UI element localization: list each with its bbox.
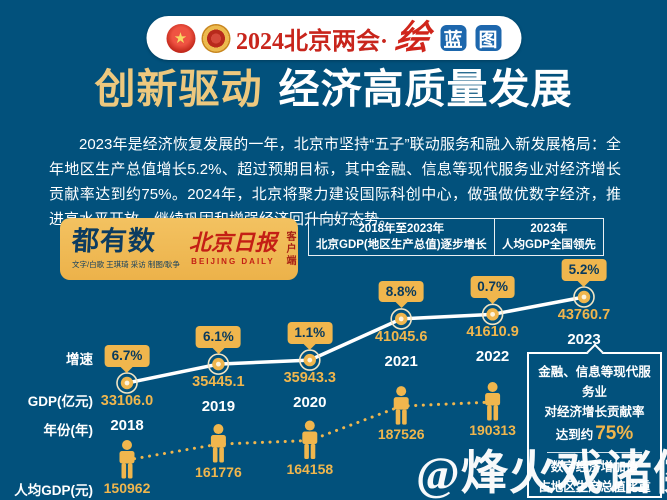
stat-line: 提升至42.9% [533,497,656,500]
person-icon [119,440,135,479]
gdp-marker [481,303,504,326]
stat-value-42-9: 42.9% [587,498,641,500]
axis-label-gdp: GDP(亿元) [27,394,93,409]
growth-rate-callout: 6.7% [104,345,150,372]
stat-line: 对经济增长贡献率 [544,405,645,419]
percap-value-label: 161776 [195,464,242,481]
axis-label-growth: 增速 [66,352,93,367]
gdp-marker [207,353,230,375]
growth-rate-callout: 1.1% [287,322,333,350]
person-icon [302,420,318,460]
highlight-stats-box: 金融、信息等现代服务业 对经济增长贡献率 达到约 75% 数字经济增加值 占地区生… [527,343,662,500]
percap-value-label: 187526 [377,426,425,443]
stat-value-75: 75% [595,423,634,444]
gdp-value-label: 35445.1 [192,374,245,391]
newspaper-name: 北京日报 [188,230,277,255]
year-label: 2021 [384,352,418,370]
person-icon [393,386,409,425]
cppcc-emblem-icon [200,23,230,53]
national-emblem-icon: ★ [165,23,195,53]
newspaper-logo: 北京日报 BEIJING DAILY [188,230,277,267]
banner-line: 2018年至2023年 [358,223,445,235]
watermark-text: @烽火戏诸侯 [416,448,667,500]
stat-prefix: 达到约 [555,428,594,442]
percap-value-label: 150962 [103,480,151,496]
growth-rate-callout: 5.2% [561,259,607,286]
newspaper-name-en: BEIJING DAILY [191,257,275,266]
growth-rate-callout: 8.8% [378,280,424,308]
title-part-gold: 创新驱动 [94,66,263,112]
gdp-value-label: 33106.0 [100,393,154,409]
client-label: 客户端 [283,231,295,267]
banner-line: 人均GDP全国领先 [502,239,596,251]
header-badge: ★ 2024北京两会· 绘 蓝 图 [145,16,522,60]
year-label: 2023 [567,331,601,348]
stat-line: 占地区生产总值比重 [538,480,651,494]
stat-line: 金融、信息等现代服务业 [538,365,651,399]
gdp-value-label: 35943.3 [283,370,337,387]
gdp-marker [573,286,595,308]
credits-line: 文字/白歌 王琪琦 采访 制图/耿争 [72,260,180,269]
percap-value-label: 190313 [469,421,516,438]
gdp-marker [116,372,138,394]
banner-line: 北京GDP(地区生产总值)逐步增长 [316,239,487,251]
divider [547,452,642,453]
banner-percap-leading: 2023年 人均GDP全国领先 [494,218,604,256]
badge-year-text: 2024北京两会· [235,28,389,55]
logo-left: 都有数 文字/白歌 王琪琦 采访 制图/耿争 [71,226,180,270]
publisher-logo-box: 都有数 文字/白歌 王琪琦 采访 制图/耿争 北京日报 BEIJING DAIL… [60,218,298,280]
gdp-value-label: 41045.6 [374,328,428,345]
title-part-white: 经济高质量发展 [278,66,573,112]
badge-blue-char-2: 图 [475,25,502,51]
percap-value-label: 164158 [286,460,334,477]
badge-blue-char-1: 蓝 [440,25,467,51]
gdp-marker [390,308,413,330]
year-label: 2018 [110,417,144,434]
page-title: 创新驱动 经济高质量发展 [0,66,667,113]
stat-line: 数字经济增加值 [550,460,639,474]
person-icon [485,381,501,421]
gdp-value-label: 41610.9 [466,324,519,341]
gdp-value-label: 43760.7 [557,307,611,323]
year-label: 2020 [293,394,327,412]
stat-line: 达到约 75% [533,422,656,447]
banner-gdp-growth: 2018年至2023年 北京GDP(地区生产总值)逐步增长 [308,218,495,256]
axis-label-year: 年份(年) [43,423,94,438]
growth-rate-callout: 0.7% [470,276,515,304]
year-label: 2022 [475,348,510,366]
gdp-marker [298,349,321,371]
intro-paragraph: 2023年是经济恢复发展的一年，北京市坚持“五子”联动服务和融入新发展格局：全年… [49,136,621,228]
banner-line: 2023年 [530,223,568,235]
year-label: 2019 [201,398,236,416]
axis-label-percap: 人均GDP(元) [14,483,93,498]
person-icon [210,424,226,463]
growth-rate-callout: 6.1% [196,326,241,354]
